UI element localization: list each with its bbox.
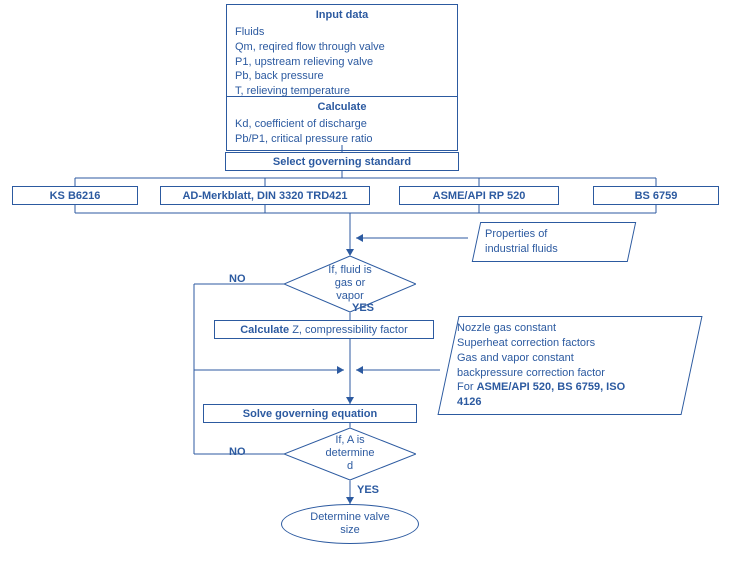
std-label: ASME/API RP 520 (433, 190, 526, 202)
decision-line: determine (284, 447, 416, 460)
decision-line: vapor (284, 291, 416, 304)
calc-z-bold: Calculate (240, 324, 289, 336)
calc-title: Calculate (235, 100, 449, 115)
standard-asme: ASME/API RP 520 (399, 186, 559, 205)
input-line: Pb, back pressure (235, 69, 449, 84)
yes-label-1: YES (352, 302, 374, 314)
input-line: Qm, reqired flow through valve (235, 40, 449, 55)
para-line: For ASME/API 520, BS 6759, ISO (457, 380, 683, 395)
solve-equation-box: Solve governing equation (203, 404, 417, 423)
properties-input: Properties of industrial fluids (472, 222, 636, 262)
factors-input: Nozzle gas constant Superheat correction… (437, 316, 702, 415)
no-label-1: NO (229, 273, 246, 285)
para-line: 4126 (457, 395, 683, 410)
para-line: Properties of (485, 227, 623, 242)
input-title: Input data (235, 8, 449, 23)
para-line: Superheat correction factors (457, 336, 683, 351)
select-standard-box: Select governing standard (225, 152, 459, 171)
para-line: Gas and vapor constant (457, 351, 683, 366)
decision-fluid-gas: If, fluid is gas or vapor (284, 256, 416, 312)
standard-admerkblatt: AD-Merkblatt, DIN 3320 TRD421 (160, 186, 370, 205)
input-line: Fluids (235, 25, 449, 40)
calc-line: Pb/P1, critical pressure ratio (235, 132, 449, 147)
input-data-box: Input data Fluids Qm, reqired flow throu… (226, 4, 458, 103)
standard-ks: KS B6216 (12, 186, 138, 205)
standard-bs: BS 6759 (593, 186, 719, 205)
para-line: Nozzle gas constant (457, 321, 683, 336)
std-label: BS 6759 (635, 190, 678, 202)
end-terminator: Determine valve size (281, 504, 419, 544)
decision-line: If, fluid is (284, 264, 416, 277)
yes-label-2: YES (357, 484, 379, 496)
calculate-box: Calculate Kd, coefficient of discharge P… (226, 96, 458, 151)
para-line: backpressure correction factor (457, 366, 683, 381)
calc-line: Kd, coefficient of discharge (235, 117, 449, 132)
decision-line: d (284, 461, 416, 474)
std-label: AD-Merkblatt, DIN 3320 TRD421 (182, 190, 347, 202)
decision-a-determined: If, A is determine d (284, 428, 416, 480)
decision-line: If, A is (284, 434, 416, 447)
std-label: KS B6216 (50, 190, 101, 202)
no-label-2: NO (229, 446, 246, 458)
para-line: industrial fluids (485, 242, 623, 257)
calculate-z-box: Calculate Z, compressibility factor (214, 320, 434, 339)
end-line: size (310, 524, 389, 537)
calc-z-rest: Z, compressibility factor (289, 324, 408, 336)
solve-label: Solve governing equation (243, 408, 377, 420)
decision-line: gas or (284, 277, 416, 290)
select-label: Select governing standard (273, 156, 411, 168)
input-line: P1, upstream relieving valve (235, 55, 449, 70)
end-line: Determine valve (310, 511, 389, 524)
calc-lines: Kd, coefficient of discharge Pb/P1, crit… (235, 117, 449, 147)
input-lines: Fluids Qm, reqired flow through valve P1… (235, 25, 449, 99)
